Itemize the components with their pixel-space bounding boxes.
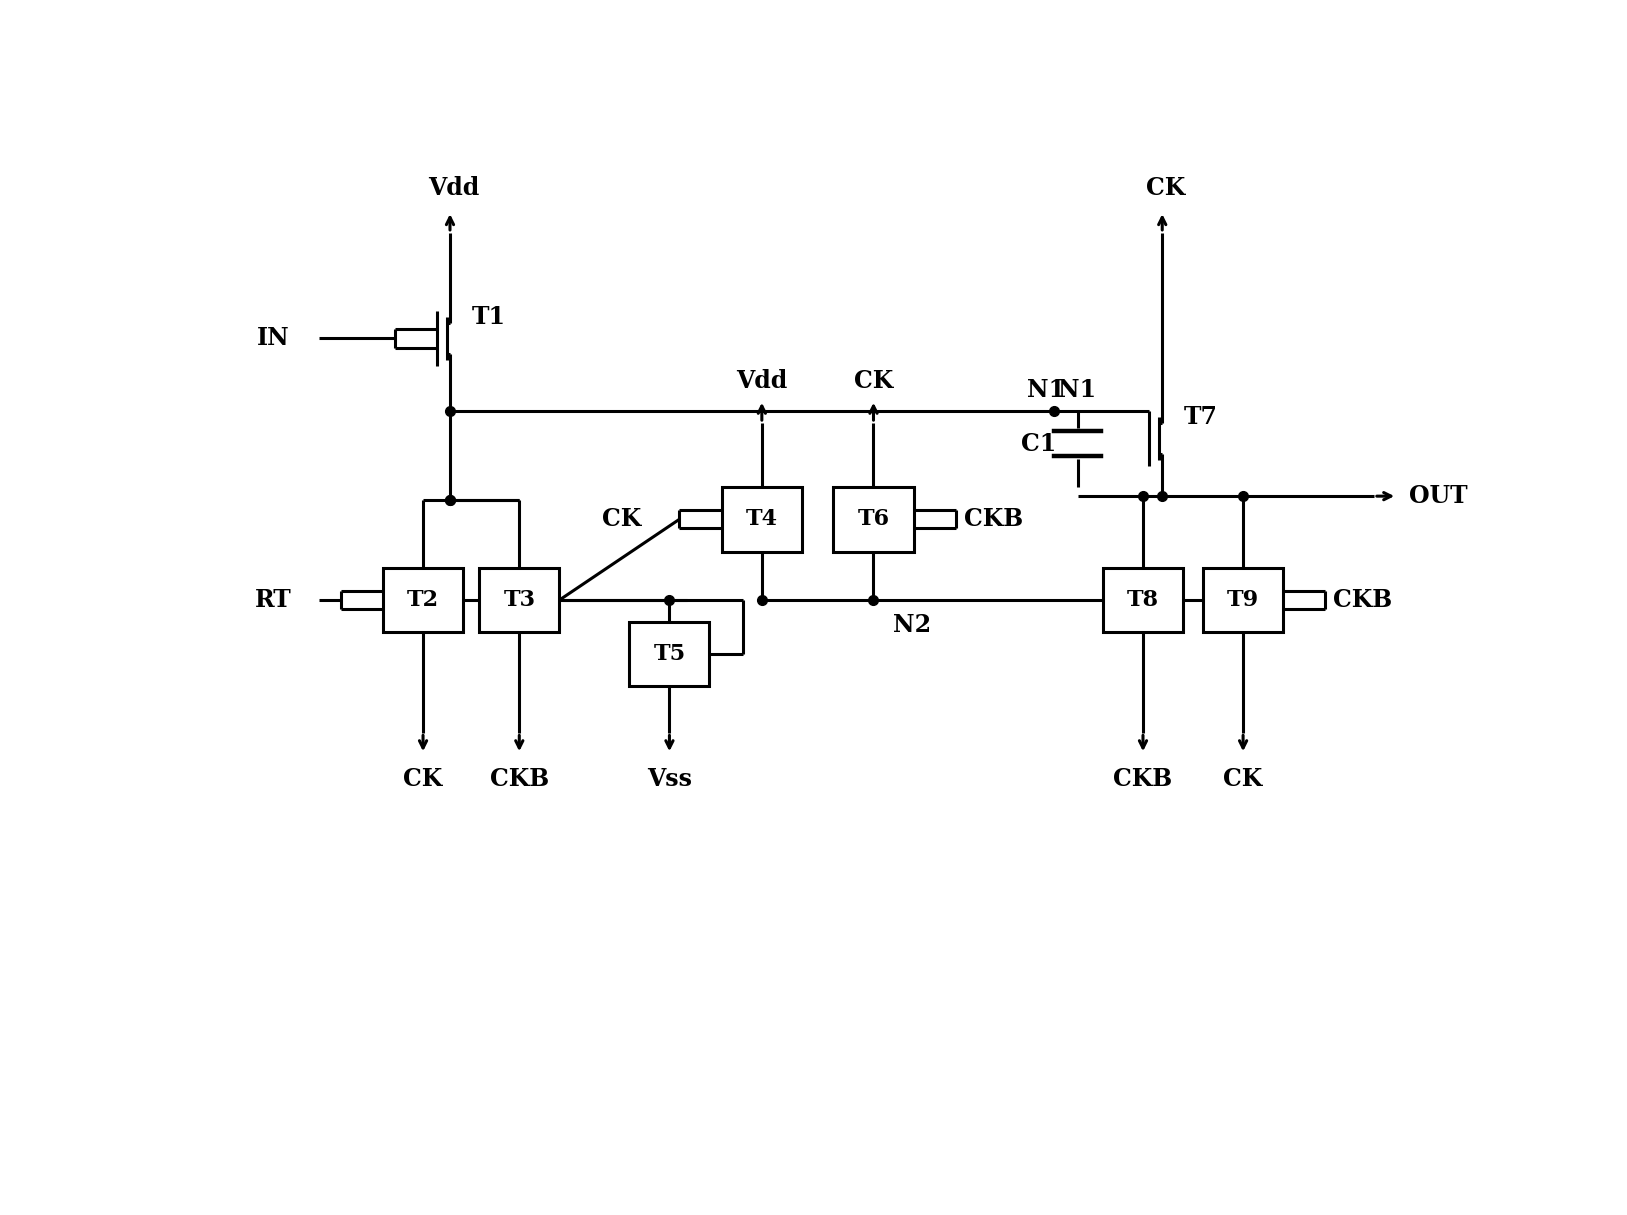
Bar	[630, 622, 709, 686]
Text: T3: T3	[503, 589, 535, 611]
Bar	[480, 567, 560, 633]
Text: N2: N2	[893, 612, 931, 637]
Text: T4: T4	[745, 508, 778, 530]
Bar	[833, 487, 913, 552]
Text: T7: T7	[1184, 405, 1217, 429]
Text: T6: T6	[857, 508, 890, 530]
Text: T5: T5	[654, 643, 685, 665]
Text: N1: N1	[1058, 378, 1097, 402]
Text: Vss: Vss	[648, 767, 691, 791]
Bar	[1103, 567, 1183, 633]
Text: CKB: CKB	[1113, 767, 1173, 791]
Text: C1: C1	[1022, 431, 1056, 456]
Text: CK: CK	[854, 368, 893, 392]
Text: T9: T9	[1227, 589, 1259, 611]
Text: CK: CK	[403, 767, 443, 791]
Text: CK: CK	[602, 507, 641, 531]
Text: CKB: CKB	[490, 767, 548, 791]
Text: Vdd: Vdd	[735, 368, 787, 392]
Text: OUT: OUT	[1409, 484, 1468, 508]
Text: T8: T8	[1128, 589, 1158, 611]
Bar	[1202, 567, 1284, 633]
Text: T2: T2	[407, 589, 439, 611]
Bar	[382, 567, 464, 633]
Text: N1: N1	[1028, 378, 1066, 402]
Text: CK: CK	[1147, 176, 1186, 200]
Text: T1: T1	[472, 305, 506, 329]
Text: CKB: CKB	[1333, 588, 1393, 612]
Text: RT: RT	[254, 588, 291, 612]
Bar	[722, 487, 802, 552]
Text: Vdd: Vdd	[428, 176, 480, 200]
Text: IN: IN	[257, 327, 290, 350]
Text: CK: CK	[1224, 767, 1263, 791]
Text: CKB: CKB	[963, 507, 1023, 531]
